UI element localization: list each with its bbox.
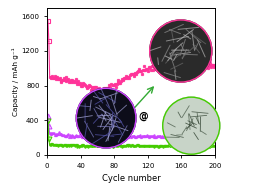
Polygon shape [75,87,138,149]
Text: MnO₂: MnO₂ [190,128,213,137]
Polygon shape [148,18,214,84]
Y-axis label: Capacity / mAh g⁻¹: Capacity / mAh g⁻¹ [12,47,19,116]
Text: MGH: MGH [193,59,213,68]
Text: @: @ [139,111,149,121]
Text: rGO: rGO [197,142,213,151]
Polygon shape [161,96,221,156]
X-axis label: Cycle number: Cycle number [102,174,160,183]
